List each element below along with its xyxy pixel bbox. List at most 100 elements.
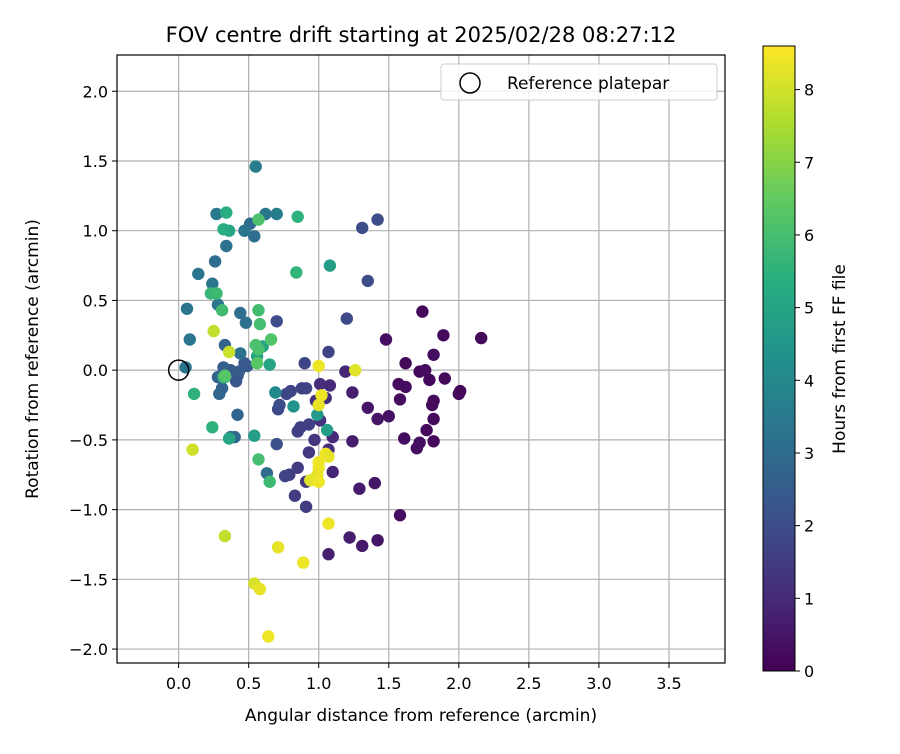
data-point <box>356 221 369 235</box>
data-point <box>312 475 325 488</box>
colorbar-tick-label: 7 <box>804 153 814 172</box>
data-point <box>208 255 222 268</box>
data-point <box>183 333 196 346</box>
data-point <box>312 398 325 412</box>
data-point <box>252 343 265 356</box>
y-tick-label: 1.0 <box>83 222 108 241</box>
x-tick-label: 3.5 <box>656 674 681 693</box>
data-point <box>252 213 265 226</box>
data-point <box>427 412 440 426</box>
data-point <box>232 365 246 378</box>
data-point <box>437 329 450 342</box>
colorbar-tick-label: 8 <box>804 81 814 100</box>
data-point <box>248 230 261 243</box>
x-axis-label: Angular distance from reference (arcmin) <box>245 706 597 726</box>
data-point <box>271 541 285 554</box>
data-point <box>192 267 205 281</box>
data-point <box>273 398 286 412</box>
data-point <box>302 418 316 431</box>
colorbar-tick-label: 4 <box>804 371 814 390</box>
data-point <box>248 429 261 442</box>
data-point <box>371 213 384 226</box>
data-point <box>371 412 384 426</box>
data-point <box>222 345 236 359</box>
data-point <box>315 389 328 402</box>
data-point <box>427 435 440 448</box>
x-tick-label: 1.0 <box>306 674 331 693</box>
data-point <box>234 347 247 360</box>
data-point <box>426 398 439 412</box>
data-point <box>210 207 223 221</box>
data-point <box>361 401 374 414</box>
legend-label: Reference platepar <box>507 74 669 94</box>
colorbar-gradient <box>762 45 796 672</box>
data-point <box>322 548 335 561</box>
colorbar-tick-label: 1 <box>804 589 814 608</box>
colorbar-label: Hours from first FF file <box>830 264 850 454</box>
y-axis-ticks: −2.0 −1.5 −1.0 −0.5 0.0 0.5 1.0 1.5 2.0 <box>69 82 117 659</box>
data-point <box>398 432 411 445</box>
data-point <box>379 333 393 346</box>
data-point <box>393 393 407 406</box>
data-point <box>270 437 283 451</box>
legend: Reference platepar <box>440 63 718 101</box>
data-point <box>264 333 278 346</box>
data-point <box>238 224 251 237</box>
data-point <box>210 287 223 300</box>
data-point <box>353 482 366 495</box>
y-axis-label: Rotation from reference (arcmin) <box>23 219 43 499</box>
data-point <box>206 277 219 290</box>
y-tick-label: 2.0 <box>83 82 108 101</box>
x-tick-label: 2.5 <box>516 674 541 693</box>
data-point <box>220 239 233 253</box>
y-tick-label: −1.0 <box>69 501 108 520</box>
data-point <box>311 408 324 421</box>
y-tick-label: 0.5 <box>83 291 108 310</box>
data-point <box>346 386 359 399</box>
plot-frame <box>116 54 726 664</box>
data-point <box>252 304 265 317</box>
data-point <box>187 387 201 401</box>
data-point <box>222 432 236 445</box>
data-point <box>287 400 300 413</box>
data-point <box>308 433 321 447</box>
x-tick-label: 1.5 <box>376 674 401 693</box>
data-point <box>427 348 440 361</box>
data-point <box>343 531 356 544</box>
chart-title: FOV centre drift starting at 2025/02/28 … <box>166 23 677 47</box>
data-point <box>368 476 381 490</box>
data-point <box>393 509 407 522</box>
data-point <box>291 461 304 474</box>
data-point <box>217 223 230 236</box>
data-point <box>356 539 369 553</box>
data-point <box>207 324 220 338</box>
data-point <box>206 421 219 434</box>
data-point <box>220 206 233 219</box>
data-point <box>269 386 282 399</box>
reference-platepar-marker <box>167 359 190 381</box>
data-point <box>234 306 247 320</box>
x-tick-label: 3.0 <box>586 674 611 693</box>
data-point <box>280 387 293 401</box>
data-point <box>410 442 423 455</box>
grid-lines <box>117 55 725 663</box>
data-point <box>382 410 395 423</box>
y-tick-label: −1.5 <box>69 570 108 589</box>
data-point <box>322 450 335 463</box>
colorbar-tick-label: 2 <box>804 517 814 536</box>
data-point <box>361 274 374 288</box>
data-point <box>299 382 313 395</box>
data-point <box>231 408 244 421</box>
legend-reference-marker <box>459 72 481 94</box>
data-point <box>290 266 303 279</box>
data-point <box>322 517 335 530</box>
data-points <box>179 160 488 643</box>
colorbar-tick-label: 5 <box>804 299 814 318</box>
x-tick-label: 2.0 <box>446 674 471 693</box>
data-point <box>218 529 232 543</box>
data-point <box>346 435 359 448</box>
data-point <box>399 380 412 394</box>
y-tick-label: 0.0 <box>83 361 108 380</box>
data-point <box>313 377 327 391</box>
